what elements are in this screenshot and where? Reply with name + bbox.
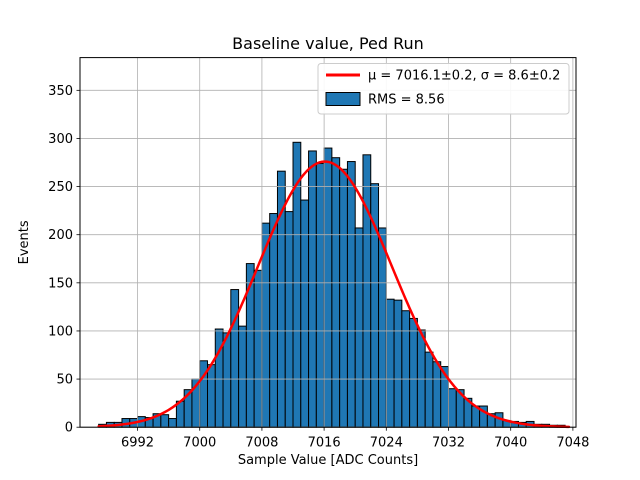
histogram-bar (222, 332, 232, 428)
x-tick-label: 7048 (556, 436, 589, 451)
chart-title: Baseline value, Ped Run (232, 34, 424, 53)
x-tick-label: 7040 (494, 436, 527, 451)
x-tick-labels: 6992 7000 7008 7016 7024 7032 7040 7048 (121, 436, 589, 451)
histogram-bar (315, 162, 325, 428)
y-tick-label: 350 (48, 84, 73, 99)
histogram-bar (168, 418, 177, 428)
x-tick-label: 7000 (183, 436, 216, 451)
histogram-bar (207, 364, 216, 428)
y-tick-label: 50 (56, 373, 73, 388)
histogram-bar (160, 414, 170, 428)
y-tick-label: 200 (48, 228, 73, 243)
histogram-bar (409, 317, 418, 428)
y-tick-label: 150 (48, 276, 73, 291)
histogram-bar (393, 299, 403, 428)
x-axis-label: Sample Value [ADC Counts] (238, 453, 418, 468)
histogram-bar (432, 361, 442, 428)
x-tick-label: 7024 (370, 436, 403, 451)
histogram-bar (284, 211, 294, 428)
histogram-bar (339, 168, 348, 428)
histogram-bar (401, 310, 411, 428)
x-tick-label: 7032 (432, 436, 465, 451)
y-tick-label: 250 (48, 180, 73, 195)
histogram-bar (448, 388, 457, 428)
histogram-bar (323, 147, 333, 428)
histogram-bar (424, 351, 434, 428)
histogram-bar (238, 325, 247, 428)
legend: μ = 7016.1±0.2, σ = 8.6±0.2 RMS = 8.56 (317, 63, 570, 115)
x-tick-label: 7016 (308, 436, 341, 451)
y-tick-labels: 0 50 100 150 200 250 300 350 (48, 84, 73, 436)
histogram-bar (378, 227, 387, 428)
histogram-bar (300, 199, 310, 428)
histogram-bar (346, 161, 356, 428)
histogram-bar (308, 150, 317, 428)
histogram-bar (230, 289, 240, 428)
gaussian-fit-curve (97, 160, 571, 429)
y-tick-label: 300 (48, 132, 73, 147)
legend-entry-rms: RMS = 8.56 (368, 93, 445, 108)
histogram-bar (362, 154, 372, 428)
axes-spines (79, 57, 577, 428)
histogram-bar (269, 213, 278, 428)
y-axis-label: Events (17, 220, 32, 264)
histogram-bar (354, 227, 364, 428)
histogram-bar (331, 157, 341, 428)
x-tick-label: 7008 (245, 436, 278, 451)
y-tick-label: 0 (65, 421, 73, 436)
histogram-bar (385, 298, 395, 428)
y-tick-label: 100 (48, 324, 73, 339)
histogram-bar (416, 329, 426, 428)
legend-histogram-patch-swatch (325, 92, 361, 106)
x-tick-label: 6992 (121, 436, 154, 451)
axis-ticks (76, 89, 574, 431)
legend-box (317, 63, 570, 115)
histogram-bar (253, 269, 263, 428)
legend-entry-fit: μ = 7016.1±0.2, σ = 8.6±0.2 (368, 69, 560, 84)
